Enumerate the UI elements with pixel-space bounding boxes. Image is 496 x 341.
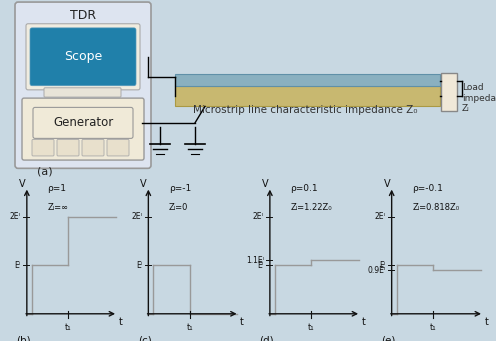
FancyBboxPatch shape (107, 139, 129, 156)
Text: ρ=1: ρ=1 (48, 184, 66, 193)
FancyBboxPatch shape (175, 86, 440, 106)
Text: (b): (b) (16, 336, 30, 341)
Text: (d): (d) (259, 336, 273, 341)
Text: TDR: TDR (70, 9, 96, 22)
Text: t: t (240, 317, 244, 327)
Text: Load
impedance
Zₗ: Load impedance Zₗ (462, 83, 496, 113)
Text: Zₗ=0.818Z₀: Zₗ=0.818Z₀ (413, 203, 460, 212)
Text: (e): (e) (381, 336, 395, 341)
Text: Zₗ=0: Zₗ=0 (169, 203, 188, 212)
Text: Eᴵ: Eᴵ (136, 261, 142, 270)
Text: Eᴵ: Eᴵ (15, 261, 21, 270)
Text: V: V (383, 179, 390, 189)
Text: ρ=0.1: ρ=0.1 (291, 184, 318, 193)
Text: V: V (19, 179, 25, 189)
FancyBboxPatch shape (32, 139, 54, 156)
Text: (a): (a) (37, 167, 53, 177)
FancyBboxPatch shape (57, 139, 79, 156)
Text: Generator: Generator (53, 116, 113, 129)
FancyBboxPatch shape (26, 24, 140, 90)
Text: t: t (485, 317, 489, 327)
Text: t₁: t₁ (65, 323, 71, 332)
Text: 2Eᴵ: 2Eᴵ (131, 212, 142, 221)
Text: ρ=-1: ρ=-1 (169, 184, 191, 193)
Text: t: t (362, 317, 366, 327)
Text: 0.9Eᴵ: 0.9Eᴵ (367, 266, 385, 275)
Text: V: V (140, 179, 147, 189)
Text: Eᴵ: Eᴵ (379, 261, 385, 270)
Text: V: V (262, 179, 268, 189)
FancyBboxPatch shape (441, 73, 457, 110)
FancyBboxPatch shape (22, 98, 144, 160)
Text: 1.1Eᴵ: 1.1Eᴵ (246, 256, 264, 265)
Text: Scope: Scope (64, 50, 102, 63)
FancyBboxPatch shape (30, 28, 136, 86)
Text: (c): (c) (138, 336, 152, 341)
FancyBboxPatch shape (44, 88, 121, 97)
Text: t₁: t₁ (430, 323, 437, 332)
Text: Eᴵ: Eᴵ (258, 261, 264, 270)
FancyBboxPatch shape (175, 74, 440, 86)
Text: t: t (119, 317, 123, 327)
FancyBboxPatch shape (15, 2, 151, 168)
Text: t₁: t₁ (186, 323, 193, 332)
FancyBboxPatch shape (82, 139, 104, 156)
Text: ρ=-0.1: ρ=-0.1 (413, 184, 443, 193)
FancyBboxPatch shape (33, 107, 133, 138)
Text: 2Eᴵ: 2Eᴵ (253, 212, 264, 221)
Text: Zₗ=∞: Zₗ=∞ (48, 203, 68, 212)
Text: Microstrip line characteristic impedance Z₀: Microstrip line characteristic impedance… (193, 105, 417, 115)
Text: 2Eᴵ: 2Eᴵ (10, 212, 21, 221)
Text: t₁: t₁ (308, 323, 314, 332)
Text: Zₗ=1.22Z₀: Zₗ=1.22Z₀ (291, 203, 332, 212)
Text: 2Eᴵ: 2Eᴵ (374, 212, 385, 221)
